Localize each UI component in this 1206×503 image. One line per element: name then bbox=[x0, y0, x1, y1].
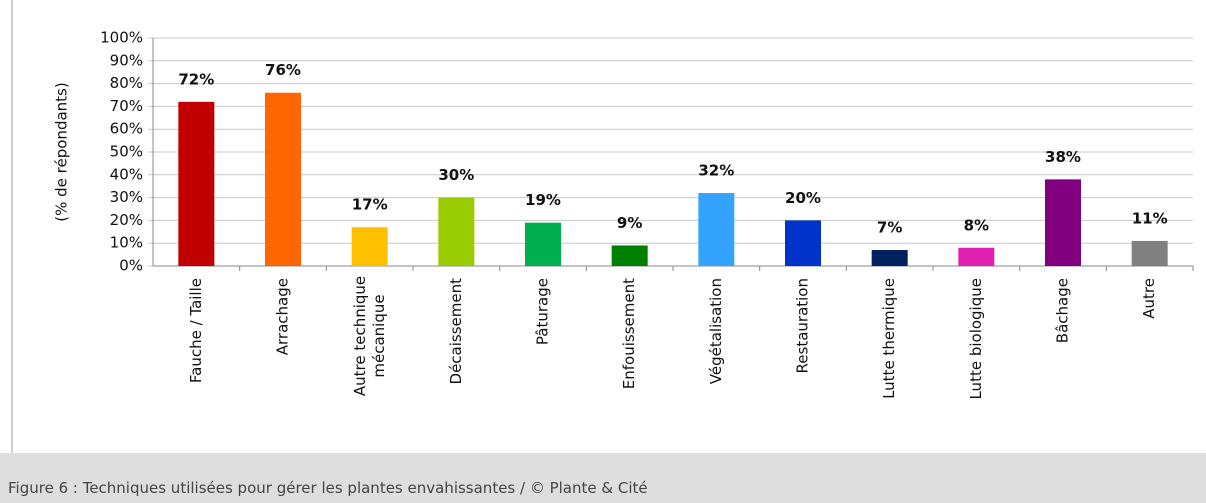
y-tick-label: 80% bbox=[110, 74, 143, 92]
value-label: 8% bbox=[964, 216, 989, 234]
bar bbox=[611, 245, 648, 266]
bar bbox=[785, 220, 821, 266]
bar bbox=[178, 101, 215, 266]
bar bbox=[265, 92, 301, 266]
y-tick-label: 30% bbox=[110, 188, 143, 206]
bar bbox=[351, 227, 388, 266]
value-label: 72% bbox=[178, 70, 214, 88]
chart: (% de répondants) 0% 10% 20% 30% 40% 50% 60% 70… bbox=[11, 0, 1194, 453]
value-label: 9% bbox=[617, 214, 642, 232]
caption-bar: Figure 6 : Techniques utilisées pour gér… bbox=[0, 453, 1206, 503]
y-tick-label: 50% bbox=[110, 143, 143, 161]
x-tick-label: Décaissement bbox=[447, 278, 465, 385]
x-tick-label: Végétalisation bbox=[707, 278, 725, 384]
value-label: 7% bbox=[877, 219, 902, 237]
x-tick-label: Lutte biologique bbox=[967, 278, 985, 400]
y-axis-label: (% de répondants) bbox=[53, 82, 71, 221]
y-tick-label: 100% bbox=[100, 29, 143, 47]
bar bbox=[1131, 240, 1168, 266]
y-tick-label: 10% bbox=[110, 234, 143, 252]
y-tick-label: 20% bbox=[110, 211, 143, 229]
bar bbox=[698, 193, 735, 266]
x-tick-label: Autre techniquemécanique bbox=[351, 276, 388, 396]
x-tick-label: Fauche / Taille bbox=[187, 278, 205, 383]
value-label: 32% bbox=[698, 162, 734, 180]
x-tick-label: Arrachage bbox=[274, 278, 292, 355]
y-tick-label: 40% bbox=[110, 165, 143, 183]
bar bbox=[871, 250, 908, 266]
y-tick-label: 90% bbox=[110, 51, 143, 69]
y-tick-label: 60% bbox=[110, 120, 143, 138]
x-tick-label: Enfouissement bbox=[620, 278, 638, 389]
bar bbox=[958, 247, 995, 266]
bar bbox=[525, 222, 561, 266]
x-tick-label: Lutte thermique bbox=[880, 278, 898, 399]
x-tick-label: Restauration bbox=[794, 278, 812, 373]
caption: Figure 6 : Techniques utilisées pour gér… bbox=[8, 479, 648, 497]
value-label: 76% bbox=[265, 61, 301, 79]
value-label: 20% bbox=[785, 189, 821, 207]
value-label: 30% bbox=[438, 166, 474, 184]
x-tick-label: Autre bbox=[1140, 278, 1158, 319]
value-label: 17% bbox=[352, 196, 388, 214]
x-tick-label: Pâturage bbox=[534, 278, 552, 345]
value-label: 19% bbox=[525, 191, 561, 209]
y-tick-label: 70% bbox=[110, 97, 143, 115]
value-label: 38% bbox=[1045, 148, 1081, 166]
y-tick-label: 0% bbox=[119, 257, 143, 275]
bar bbox=[1045, 179, 1081, 266]
bar bbox=[438, 197, 475, 266]
value-label: 11% bbox=[1132, 209, 1168, 227]
x-tick-label: Bâchage bbox=[1054, 278, 1072, 343]
